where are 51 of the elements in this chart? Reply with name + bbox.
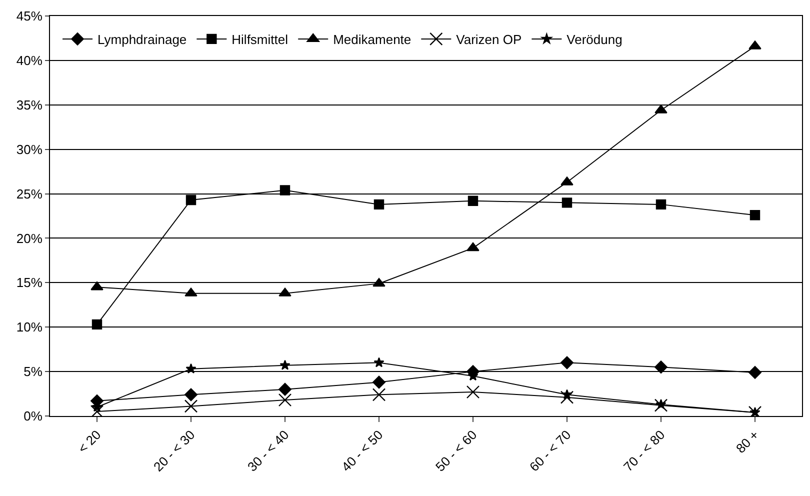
x-tick-label: < 20 [74, 427, 104, 456]
point [562, 389, 572, 400]
point [466, 385, 480, 399]
point [92, 319, 102, 330]
legend-label: Verödung [566, 32, 622, 48]
x-tick-label: 70 - < 80 [620, 427, 668, 474]
point [372, 376, 386, 389]
x-tick-label: 80 + [732, 427, 762, 456]
point [656, 199, 666, 210]
y-tick-label: 30% [16, 142, 43, 157]
point [656, 398, 666, 409]
point [278, 382, 292, 396]
y-tick-label: 45% [16, 8, 43, 24]
y-tick-label: 35% [16, 97, 43, 112]
point [560, 356, 574, 370]
point [654, 398, 668, 412]
y-tick-label: 5% [24, 364, 43, 380]
point [186, 194, 196, 206]
legend-label: Lymphdrainage [98, 32, 187, 48]
x-tick-label: 40 - < 50 [338, 427, 386, 474]
legend-label: Medikamente [333, 32, 412, 48]
y-tick-label: 0% [24, 408, 43, 424]
x-tick-label: 50 - < 60 [432, 427, 480, 474]
point [374, 357, 384, 368]
y-tick-label: 40% [16, 52, 43, 68]
point [280, 185, 290, 196]
point [184, 388, 198, 402]
point [750, 210, 760, 220]
y-tick-label: 15% [16, 275, 43, 290]
legend-label: Hilfsmittel [232, 32, 288, 48]
legend-label: Varizen OP [456, 32, 522, 48]
point [372, 278, 386, 287]
point [184, 400, 198, 413]
point [372, 388, 386, 402]
point [748, 366, 762, 379]
point [654, 360, 668, 374]
point [186, 363, 196, 374]
point [468, 196, 478, 206]
y-tick-label: 20% [16, 230, 43, 246]
point [278, 393, 292, 407]
point [280, 360, 290, 370]
point [560, 390, 574, 404]
point [90, 404, 104, 416]
y-tick-label: 25% [16, 186, 43, 202]
x-tick-label: 30 - < 40 [244, 427, 292, 474]
point [374, 199, 384, 210]
point [562, 198, 572, 208]
y-tick-label: 10% [16, 320, 43, 335]
x-tick-label: 20 - < 30 [150, 427, 198, 474]
point [466, 242, 480, 252]
x-tick-label: 60 - < 70 [526, 427, 574, 474]
